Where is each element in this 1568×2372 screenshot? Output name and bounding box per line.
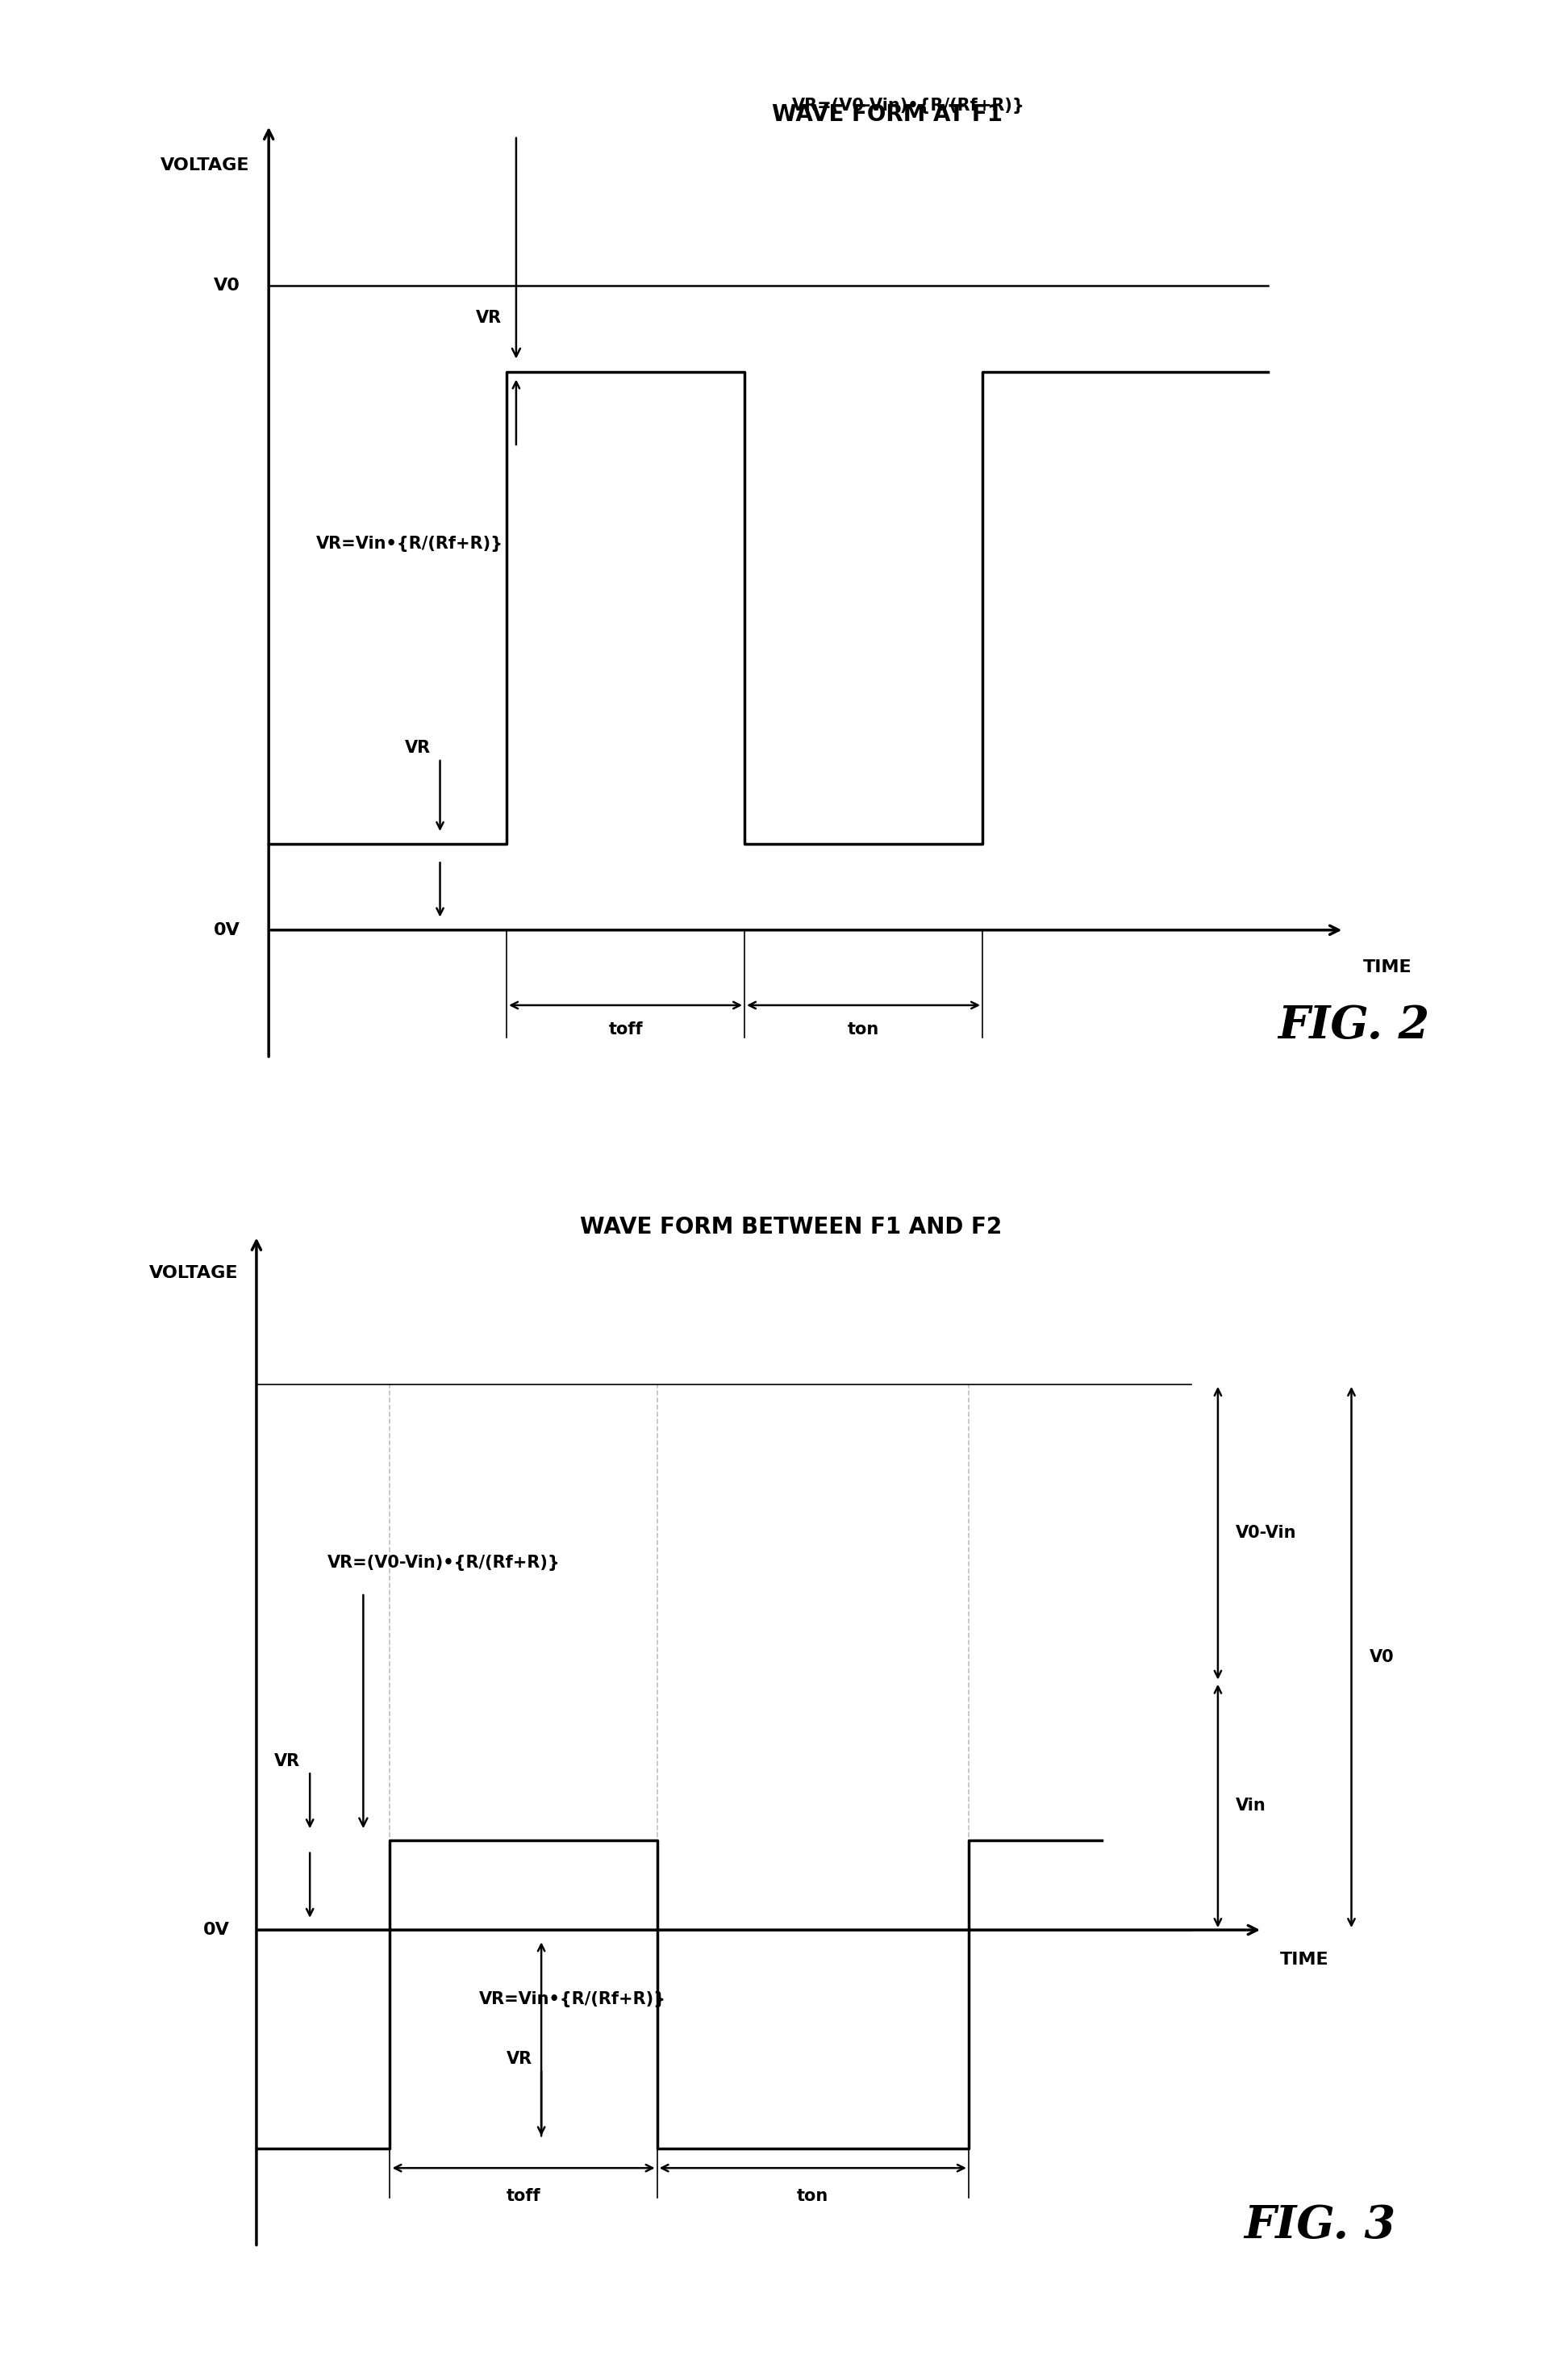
Text: 0V: 0V [204, 1921, 230, 1938]
Text: TIME: TIME [1363, 961, 1411, 975]
Text: VR=Vin•{R/(Rf+R)}: VR=Vin•{R/(Rf+R)} [317, 536, 503, 553]
Text: VR: VR [506, 2052, 533, 2066]
Text: TIME: TIME [1279, 1952, 1330, 1969]
Text: ton: ton [848, 1022, 880, 1037]
Text: V0-Vin: V0-Vin [1236, 1525, 1297, 1542]
Text: V0: V0 [1369, 1649, 1394, 1665]
Text: ton: ton [797, 2187, 828, 2204]
Text: VR=(V0-Vin)•{R/(Rf+R)}: VR=(V0-Vin)•{R/(Rf+R)} [792, 97, 1025, 114]
Text: 0V: 0V [213, 923, 240, 939]
Text: VR: VR [274, 1753, 299, 1770]
Text: WAVE FORM BETWEEN F1 AND F2: WAVE FORM BETWEEN F1 AND F2 [580, 1217, 1002, 1238]
Text: VOLTAGE: VOLTAGE [149, 1264, 238, 1281]
Text: VR: VR [405, 740, 431, 757]
Text: FIG. 2: FIG. 2 [1278, 1003, 1430, 1048]
Text: VR=(V0-Vin)•{R/(Rf+R)}: VR=(V0-Vin)•{R/(Rf+R)} [328, 1556, 561, 1570]
Text: Vin: Vin [1236, 1798, 1265, 1815]
Text: WAVE FORM AT F1: WAVE FORM AT F1 [771, 104, 1002, 126]
Text: V0: V0 [213, 278, 240, 294]
Text: VR=Vin•{R/(Rf+R)}: VR=Vin•{R/(Rf+R)} [478, 1992, 666, 2007]
Text: VR: VR [477, 311, 502, 327]
Text: FIG. 3: FIG. 3 [1243, 2204, 1396, 2246]
Text: VOLTAGE: VOLTAGE [160, 157, 249, 173]
Text: toff: toff [608, 1022, 643, 1037]
Text: toff: toff [506, 2187, 541, 2204]
